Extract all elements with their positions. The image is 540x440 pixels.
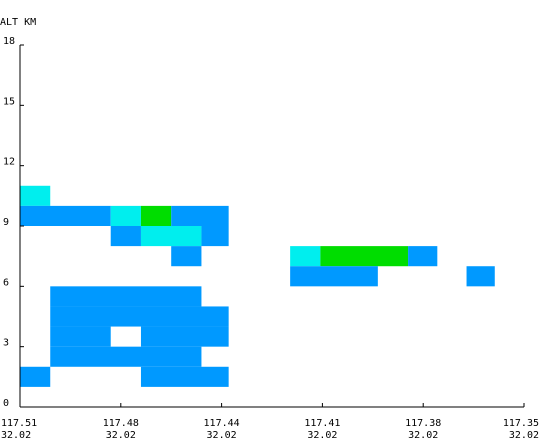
heatmap-cell-blue [140,326,229,347]
heatmap-cell-blue [50,286,202,307]
x-tick-label-lon: 117.44 [204,418,240,429]
heatmap-cell-blue [110,226,141,247]
heatmap-cell-green [140,205,172,226]
heatmap-cell-cyan [140,226,202,247]
heatmap-cell-blue [290,266,378,287]
x-tick-label-lon: 117.35 [503,418,539,429]
x-tick-label-lat: 32.02 [106,430,136,440]
heatmap-cell-blue [20,366,51,387]
y-tick-label: 6 [3,277,9,288]
heatmap-cell-blue [171,205,229,226]
x-ticks: 117.5132.02117.4832.02117.4432.02117.413… [1,403,539,440]
heatmap-cell-blue [50,306,229,327]
y-tick-label: 15 [3,96,15,107]
y-tick-label: 0 [3,398,9,409]
x-tick-label-lon: 117.38 [405,418,441,429]
heatmap-cell-blue [140,366,229,387]
heatmap-cell-cyan [290,246,321,267]
y-tick-label: 12 [3,157,15,168]
x-tick-label-lon: 117.41 [304,418,340,429]
y-tick-label: 9 [3,217,9,228]
x-tick-label-lat: 32.02 [207,430,237,440]
x-tick-label-lat: 32.02 [307,430,337,440]
x-tick-label-lon: 117.48 [103,418,139,429]
heatmap-cell-blue [466,266,495,287]
y-tick-label: 18 [3,36,15,47]
heatmap-cell-green [320,246,409,267]
y-axis-title: ALT KM [0,17,36,28]
heatmap-cell-blue [408,246,438,267]
x-tick-label-lat: 32.02 [509,430,539,440]
x-tick-label-lat: 32.02 [408,430,438,440]
x-tick-label-lon: 117.51 [1,418,37,429]
heatmap-cell-cyan [20,185,51,206]
x-tick-label-lat: 32.02 [1,430,31,440]
heatmap-cell-blue [20,205,111,226]
heatmap-cells [20,185,495,387]
heatmap-cell-cyan [110,205,141,226]
heatmap-cell-blue [171,246,202,267]
y-ticks: 0 3 6 9 12 15 18 [3,36,24,409]
heatmap-cell-blue [50,346,202,367]
y-tick-label: 3 [3,338,9,349]
heatmap-cell-blue [201,226,229,247]
heatmap-cell-blue [50,326,111,347]
